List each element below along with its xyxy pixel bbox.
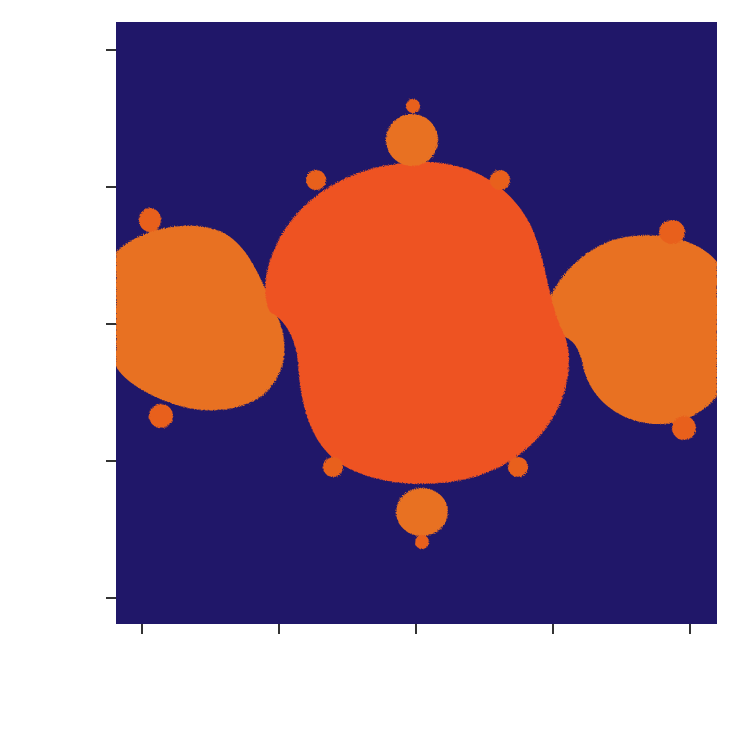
x-axis — [141, 624, 691, 634]
satellite-bulb-upper-left — [306, 170, 326, 190]
top-satellite-tip — [406, 99, 420, 113]
satellite-bulb-lower-left — [323, 457, 343, 477]
left-lobe — [116, 225, 285, 411]
satellite-upper-right — [659, 220, 685, 244]
satellite-bulb-upper-right — [490, 170, 510, 190]
satellite-upper-left — [139, 208, 161, 232]
bottom-satellite-tip — [415, 535, 429, 549]
y-axis — [106, 49, 116, 599]
satellite-lower-right — [672, 416, 696, 440]
fractal-region — [116, 99, 717, 549]
satellite-bulb-lower-right — [508, 457, 528, 477]
right-lobe — [545, 235, 717, 425]
top-satellite — [386, 114, 438, 166]
central-bulb — [265, 161, 570, 484]
satellite-lower-left — [149, 404, 173, 428]
bottom-satellite — [396, 488, 448, 536]
